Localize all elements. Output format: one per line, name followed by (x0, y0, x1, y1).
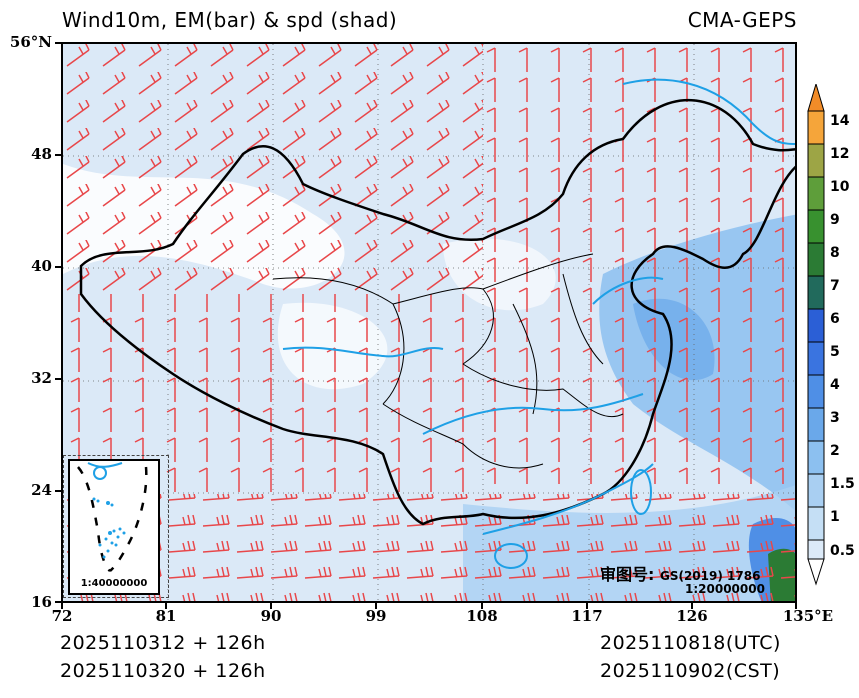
x-label-81: 81 (155, 607, 177, 625)
x-tick (375, 601, 377, 609)
y-label-40: 40 (31, 257, 52, 275)
colorbar-label: 7 (830, 278, 840, 294)
colorbar-label: 1.5 (830, 476, 855, 492)
y-label-32: 32 (31, 369, 52, 387)
x-tick (270, 601, 272, 609)
x-tick (586, 601, 588, 609)
x-label-72: 72 (51, 607, 73, 625)
south-china-sea-inset: 1:40000000 (68, 459, 160, 595)
x-label-90: 90 (260, 607, 282, 625)
chart-title: Wind10m, EM(bar) & spd (shad) (62, 8, 398, 32)
valid-time-cst: 2025110902(CST) (600, 660, 781, 682)
y-label-16: 16 (31, 593, 52, 611)
colorbar-label: 3 (830, 410, 840, 426)
x-tick (61, 601, 63, 609)
colorbar-label: 4 (830, 377, 840, 393)
x-label-135: 135°E (782, 607, 834, 625)
colorbar-label: 8 (830, 245, 840, 261)
y-tick (55, 154, 63, 156)
colorbar-label: 14 (830, 113, 850, 129)
approval-code: GS(2019) 1786 (659, 569, 761, 583)
approval-label: 审图号: (600, 565, 655, 584)
y-label-56: 56°N (9, 33, 52, 51)
x-label-108: 108 (466, 607, 498, 625)
y-tick (55, 266, 63, 268)
x-tick (795, 601, 797, 609)
init-time-cst: 2025110320 + 126h (60, 660, 266, 682)
y-tick (55, 42, 63, 44)
colorbar-label: 1 (830, 509, 840, 525)
x-tick (691, 601, 693, 609)
colorbar-label: 0.5 (830, 543, 855, 559)
x-label-117: 117 (571, 607, 603, 625)
colorbar-label: 12 (830, 146, 850, 162)
x-tick (481, 601, 483, 609)
inset-map-graphic (77, 462, 148, 572)
valid-time-utc: 2025110818(UTC) (600, 632, 781, 654)
init-time-utc: 2025110312 + 126h (60, 632, 266, 654)
colorbar-label: 9 (830, 212, 840, 228)
colorbar-label: 6 (830, 311, 840, 327)
inset-frame-dashed (63, 455, 169, 598)
model-name: CMA-GEPS (687, 8, 797, 32)
y-label-48: 48 (31, 145, 52, 163)
x-label-99: 99 (365, 607, 387, 625)
y-label-24: 24 (31, 481, 52, 499)
map-scale-label: 1:20000000 (685, 582, 765, 596)
y-tick (55, 601, 63, 603)
map-approval-number: 审图号: GS(2019) 1786 (600, 561, 760, 585)
colorbar-label: 10 (830, 179, 850, 195)
y-tick (55, 378, 63, 380)
wind-map-graphic (63, 44, 795, 601)
map-plot (61, 42, 797, 603)
y-tick (55, 490, 63, 492)
colorbar-label: 5 (830, 344, 840, 360)
inset-scale-label: 1:40000000 (80, 578, 148, 589)
x-tick (165, 601, 167, 609)
colorbar (807, 84, 825, 586)
x-label-126: 126 (676, 607, 708, 625)
colorbar-label: 2 (830, 443, 840, 459)
